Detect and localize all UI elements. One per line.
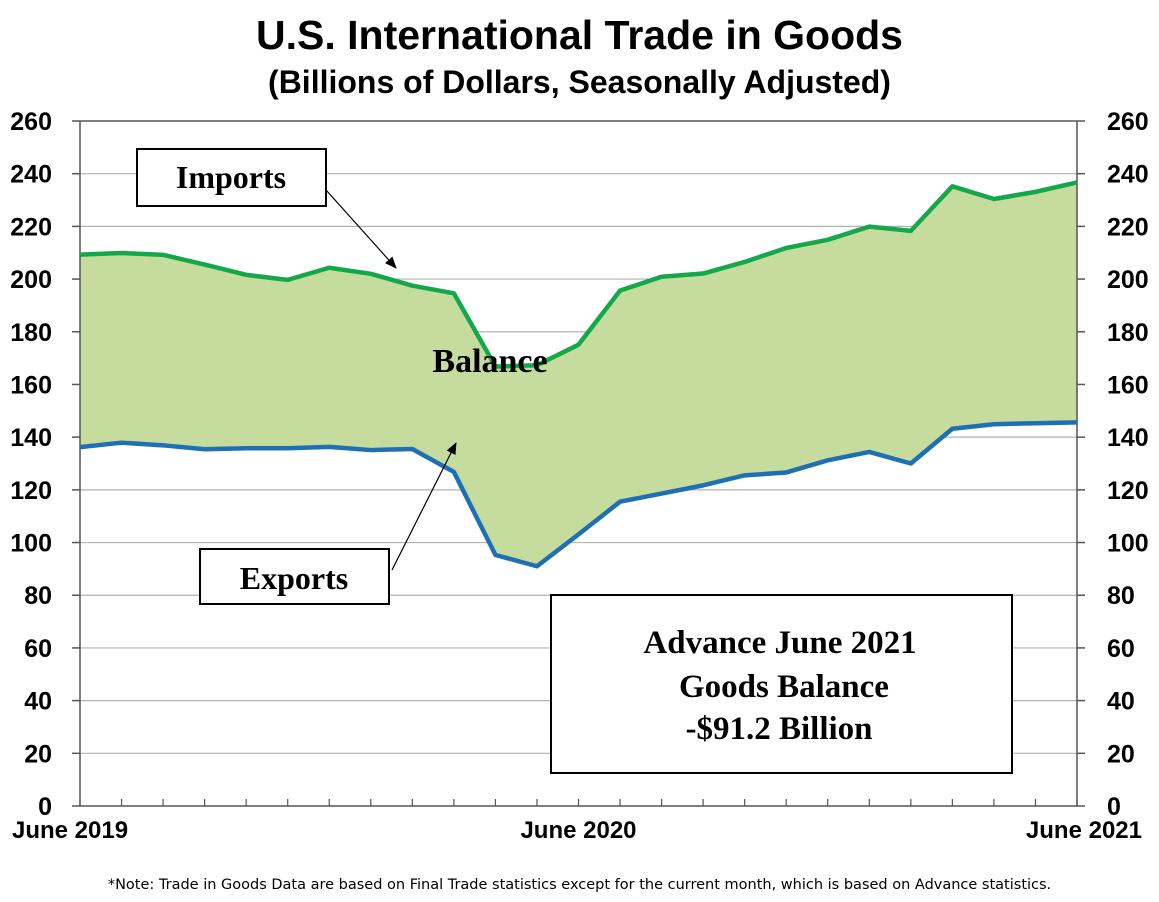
ytick-label-left-120: 120: [10, 477, 52, 505]
y-axis-left-ticks: 0 20 40 60 80 100 120 140 160 180 200 220 240 260: [10, 108, 52, 821]
y-axis-right-ticks: 0 20 40 60 80 100 120 140 160 180 200 220 240 260: [1107, 108, 1149, 821]
imports-arrow: [325, 189, 397, 269]
advance-box-line1: Advance June 2021: [643, 625, 916, 661]
xtick-label: June 2020: [520, 817, 636, 844]
xtick-label: June 2021: [1026, 817, 1142, 844]
ytick-label-right-40: 40: [1107, 688, 1135, 716]
advance-box-line3: -$91.2 Billion: [685, 711, 872, 747]
exports-label-box: [199, 548, 390, 605]
ytick-label-left-80: 80: [24, 582, 52, 610]
imports-label-box: [136, 148, 327, 207]
ytick-label-right-20: 20: [1107, 740, 1135, 768]
balance-label: Balance: [432, 343, 547, 380]
ytick-label-left-240: 240: [10, 161, 52, 189]
ytick-label-left-140: 140: [10, 424, 52, 452]
ytick-label-right-0: 0: [1107, 793, 1121, 821]
advance-balance-box: [550, 594, 1013, 774]
ytick-label-right-100: 100: [1107, 530, 1149, 558]
ytick-label-right-140: 140: [1107, 424, 1149, 452]
exports-arrow: [391, 442, 457, 571]
ytick-label-left-60: 60: [24, 635, 52, 663]
ytick-label-right-120: 120: [1107, 477, 1149, 505]
exports-line: [79, 420, 1078, 569]
ytick-label-left-100: 100: [10, 530, 52, 558]
imports-label: Imports: [176, 159, 286, 195]
ytick-label-left-200: 200: [10, 266, 52, 294]
x-axis-ticks: June 2019 June 2020 June 2021: [12, 817, 1142, 844]
ytick-label-left-220: 220: [10, 213, 52, 241]
xtick-label: June 2019: [12, 817, 128, 844]
ytick-label-left-160: 160: [10, 371, 52, 399]
ytick-label-left-20: 20: [24, 740, 52, 768]
ytick-label-right-80: 80: [1107, 582, 1135, 610]
ytick-label-left-40: 40: [24, 688, 52, 716]
advance-box-line2: Goods Balance: [679, 669, 889, 705]
chart-subtitle: (Billions of Dollars, Seasonally Adjuste…: [268, 64, 891, 100]
plot-frame: [72, 120, 1085, 807]
footnote: *Note: Trade in Goods Data are based on …: [107, 877, 1052, 893]
ytick-label-left-260: 260: [10, 108, 52, 136]
ytick-label-right-260: 260: [1107, 108, 1149, 136]
balance-area: [80, 182, 1077, 567]
ytick-label-left-180: 180: [10, 319, 52, 347]
ytick-label-left-0: 0: [38, 793, 52, 821]
ytick-label-right-220: 220: [1107, 213, 1149, 241]
ytick-label-right-60: 60: [1107, 635, 1135, 663]
ytick-label-right-200: 200: [1107, 266, 1149, 294]
ytick-label-right-180: 180: [1107, 319, 1149, 347]
imports-line: [79, 180, 1078, 369]
exports-label: Exports: [240, 560, 348, 596]
chart-title: U.S. International Trade in Goods: [256, 12, 903, 58]
ytick-label-right-160: 160: [1107, 371, 1149, 399]
ytick-label-right-240: 240: [1107, 161, 1149, 189]
